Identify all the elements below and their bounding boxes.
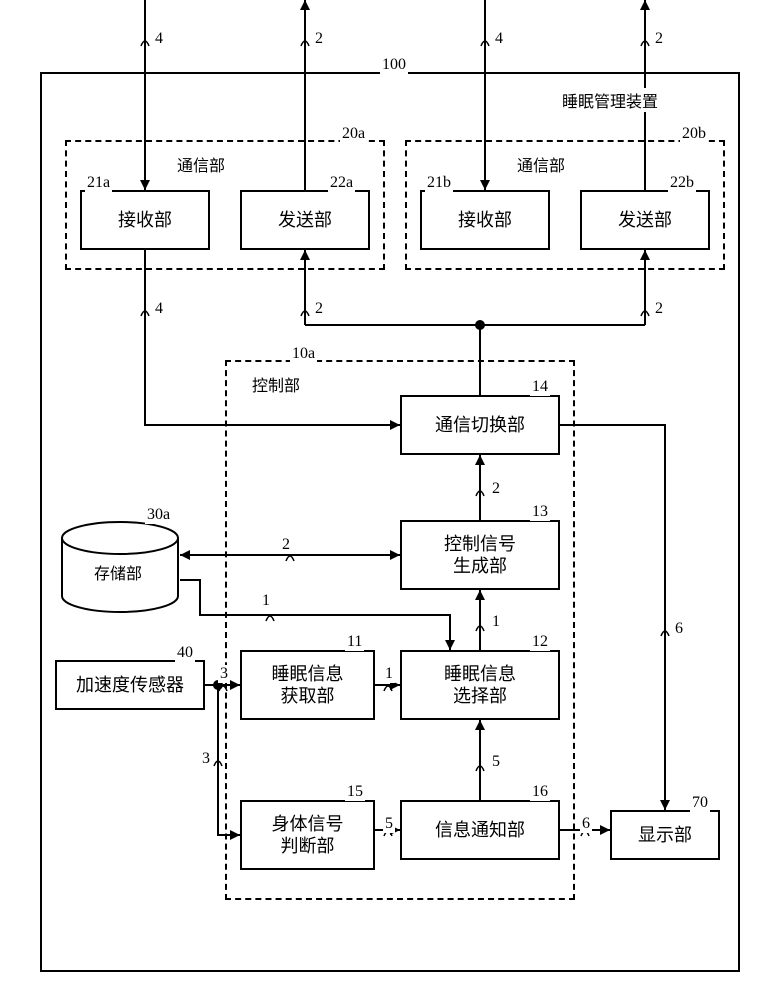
n12-label: 睡眠信息 选择部 bbox=[444, 663, 516, 708]
comm-b-title: 通信部 bbox=[515, 152, 567, 176]
tx-b-ref: 22b bbox=[668, 174, 696, 192]
e-accel-11: 3 bbox=[218, 665, 230, 683]
n14-ref: 14 bbox=[530, 378, 550, 396]
ctrl-title: 控制部 bbox=[250, 372, 302, 396]
n13-label: 控制信号 生成部 bbox=[444, 533, 516, 578]
storage-ref: 30a bbox=[145, 506, 172, 524]
comm-a-title: 通信部 bbox=[175, 152, 227, 176]
n15-label: 身体信号 判断部 bbox=[272, 813, 344, 858]
n11-label: 睡眠信息 获取部 bbox=[272, 663, 344, 708]
n15: 身体信号 判断部 bbox=[240, 800, 375, 870]
e-tx-b-up: 2 bbox=[653, 300, 665, 318]
tx-a: 发送部 bbox=[240, 190, 370, 250]
rx-a-ref: 21a bbox=[85, 174, 112, 192]
e-tx-a-up: 2 bbox=[313, 300, 325, 318]
outer-title: 睡眠管理装置 bbox=[560, 88, 660, 112]
e-16-70: 6 bbox=[580, 815, 592, 833]
accel-ref: 40 bbox=[175, 644, 195, 662]
accel: 加速度传感器 bbox=[55, 660, 205, 710]
outer-ref: 100 bbox=[380, 56, 408, 74]
rx-b: 接收部 bbox=[420, 190, 550, 250]
e-top-tx-a: 2 bbox=[313, 30, 325, 48]
storage-label: 存储部 bbox=[92, 560, 144, 584]
rx-b-ref: 21b bbox=[425, 174, 453, 192]
e-13-14: 2 bbox=[490, 480, 502, 498]
e-accel-15: 3 bbox=[200, 750, 212, 768]
tx-b: 发送部 bbox=[580, 190, 710, 250]
rx-b-label: 接收部 bbox=[458, 209, 512, 232]
ctrl-ref: 10a bbox=[290, 345, 317, 363]
display: 显示部 bbox=[610, 810, 720, 860]
e-store-12: 1 bbox=[260, 592, 272, 610]
rx-a-label: 接收部 bbox=[118, 209, 172, 232]
e-15-16: 5 bbox=[383, 815, 395, 833]
accel-label: 加速度传感器 bbox=[76, 674, 184, 697]
rx-a: 接收部 bbox=[80, 190, 210, 250]
n14: 通信切换部 bbox=[400, 395, 560, 455]
tx-a-ref: 22a bbox=[328, 174, 355, 192]
n16: 信息通知部 bbox=[400, 800, 560, 860]
n11-ref: 11 bbox=[345, 633, 364, 651]
n16-ref: 16 bbox=[530, 783, 550, 801]
n16-label: 信息通知部 bbox=[435, 819, 525, 842]
n11: 睡眠信息 获取部 bbox=[240, 650, 375, 720]
e-11-12: 1 bbox=[383, 665, 395, 683]
tx-b-label: 发送部 bbox=[618, 209, 672, 232]
n13-ref: 13 bbox=[530, 503, 550, 521]
e-14-70: 6 bbox=[673, 620, 685, 638]
n12: 睡眠信息 选择部 bbox=[400, 650, 560, 720]
tx-a-label: 发送部 bbox=[278, 209, 332, 232]
comm-a-ref: 20a bbox=[340, 125, 367, 143]
e-top-tx-b: 2 bbox=[653, 30, 665, 48]
e-16-12: 5 bbox=[490, 753, 502, 771]
e-top-rx-a: 4 bbox=[153, 30, 165, 48]
e-store-13: 2 bbox=[280, 536, 292, 554]
e-top-rx-b: 4 bbox=[493, 30, 505, 48]
display-label: 显示部 bbox=[638, 824, 692, 847]
display-ref: 70 bbox=[690, 794, 710, 812]
e-rx-a-down: 4 bbox=[153, 300, 165, 318]
n15-ref: 15 bbox=[345, 783, 365, 801]
e-12-13: 1 bbox=[490, 613, 502, 631]
n14-label: 通信切换部 bbox=[435, 414, 525, 437]
comm-b-ref: 20b bbox=[680, 125, 708, 143]
n12-ref: 12 bbox=[530, 633, 550, 651]
n13: 控制信号 生成部 bbox=[400, 520, 560, 590]
